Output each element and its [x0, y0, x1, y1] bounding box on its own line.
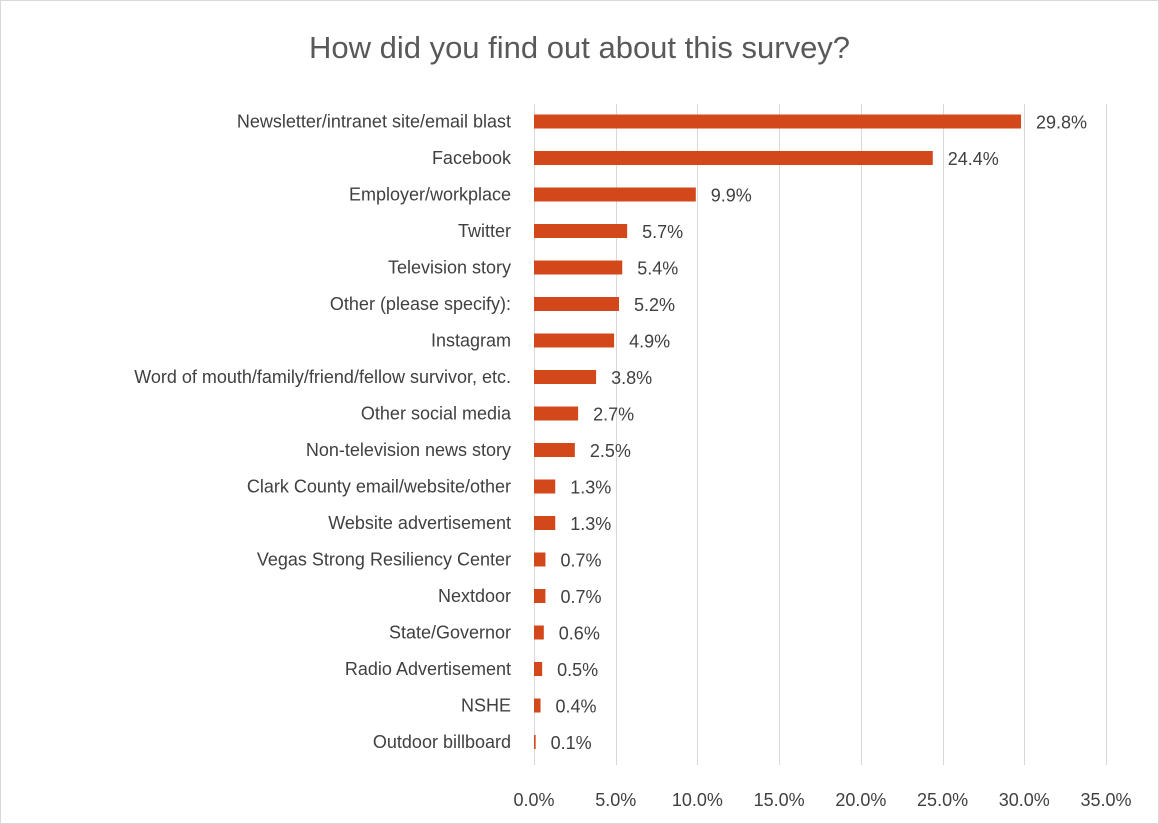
bar	[534, 735, 536, 749]
x-tick-label: 30.0%	[999, 790, 1050, 810]
bar	[534, 516, 556, 530]
x-tick-label: 15.0%	[754, 790, 805, 810]
bar	[534, 552, 546, 567]
bar	[534, 406, 579, 421]
x-tick-label: 5.0%	[595, 790, 636, 810]
bar	[534, 151, 933, 165]
category-label: Word of mouth/family/friend/fellow survi…	[134, 367, 511, 387]
data-label: 5.2%	[634, 295, 675, 315]
category-label: Radio Advertisement	[345, 659, 511, 679]
data-label: 0.7%	[560, 587, 601, 607]
bar	[534, 698, 541, 713]
data-label: 24.4%	[948, 149, 999, 169]
data-label: 29.8%	[1036, 113, 1087, 133]
data-label: 5.4%	[637, 259, 678, 279]
bar	[534, 370, 597, 384]
bar	[534, 589, 546, 603]
data-label: 0.7%	[560, 551, 601, 571]
data-label: 5.7%	[642, 222, 683, 242]
bar	[534, 662, 543, 676]
category-label: Clark County email/website/other	[247, 477, 511, 497]
bar	[534, 625, 544, 640]
bar	[534, 333, 615, 348]
data-label: 0.5%	[557, 660, 598, 680]
category-label: Other social media	[361, 404, 512, 424]
bar	[534, 479, 556, 494]
category-label: Nextdoor	[438, 586, 511, 606]
category-label: Facebook	[432, 148, 512, 168]
x-tick-label: 20.0%	[835, 790, 886, 810]
data-label: 9.9%	[711, 186, 752, 206]
category-label: Outdoor billboard	[373, 732, 511, 752]
bar	[534, 260, 623, 275]
data-labels: 29.8% 24.4% 9.9% 5.7% 5.4% 5.2% 4.9% 3.8% 2.7% 2.…	[551, 113, 1087, 754]
bar	[534, 297, 619, 311]
data-label: 0.4%	[556, 697, 597, 717]
data-label: 2.7%	[593, 405, 634, 425]
data-label: 0.6%	[559, 624, 600, 644]
data-label: 2.5%	[590, 441, 631, 461]
category-label: Website advertisement	[328, 513, 511, 533]
bars	[534, 114, 1022, 749]
x-tick-label: 0.0%	[513, 790, 554, 810]
bar	[534, 114, 1022, 129]
x-axis-tick-labels: 0.0% 5.0% 10.0% 15.0% 20.0% 25.0% 30.0% 35.0%	[513, 790, 1131, 810]
chart-title: How did you find out about this survey?	[308, 30, 851, 65]
data-label: 1.3%	[570, 478, 611, 498]
x-tick-label: 35.0%	[1080, 790, 1131, 810]
bar	[534, 187, 696, 202]
x-tick-label: 10.0%	[672, 790, 723, 810]
category-label: NSHE	[461, 696, 511, 716]
gridlines	[534, 104, 1107, 765]
data-label: 3.8%	[611, 368, 652, 388]
data-label: 1.3%	[570, 514, 611, 534]
bar	[534, 443, 575, 457]
x-tick-label: 25.0%	[917, 790, 968, 810]
data-label: 0.1%	[551, 733, 592, 753]
category-label: Television story	[388, 258, 511, 278]
data-label: 4.9%	[629, 332, 670, 352]
bar	[534, 224, 628, 238]
category-label: Employer/workplace	[349, 185, 511, 205]
category-label: Vegas Strong Resiliency Center	[257, 550, 511, 570]
category-label: Other (please specify):	[330, 294, 511, 314]
category-label: Instagram	[431, 331, 511, 351]
category-label: Non-television news story	[306, 440, 511, 460]
category-label: Twitter	[458, 221, 511, 241]
category-label: State/Governor	[389, 623, 511, 643]
category-label: Newsletter/intranet site/email blast	[237, 112, 511, 132]
category-labels: Newsletter/intranet site/email blast Face…	[134, 112, 512, 753]
